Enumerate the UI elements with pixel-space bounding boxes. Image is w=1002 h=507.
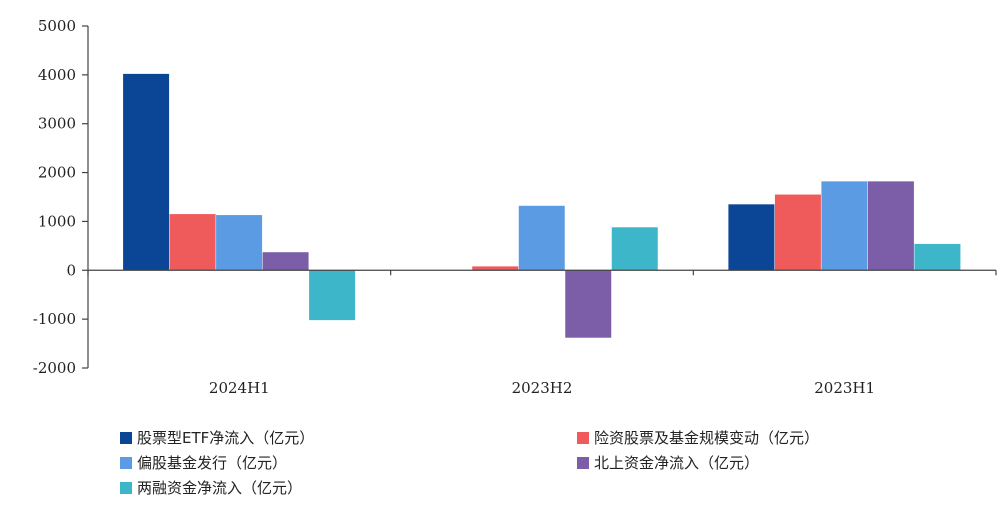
bar-2023H1-series-1 <box>728 204 775 271</box>
bar-2024H1-series-3 <box>216 215 263 271</box>
y-tick-label: -2000 <box>33 359 76 377</box>
bar-2023H2-series-5 <box>611 227 658 271</box>
y-tick-label: -1000 <box>33 310 76 328</box>
y-tick-label: 1000 <box>38 212 76 230</box>
bar-2024H1-series-1 <box>123 73 170 271</box>
bar-2024H1-series-5 <box>309 270 356 321</box>
y-axis: -2000 -1000 0 1000 2000 3000 4000 5000 <box>33 17 89 377</box>
bar-2023H1-series-2 <box>774 194 821 271</box>
bars <box>123 73 961 338</box>
bar-2023H2-series-4 <box>565 270 612 338</box>
bar-2023H2-series-2 <box>472 266 519 271</box>
bar-2023H1-series-5 <box>914 243 961 271</box>
x-category-label: 2024H1 <box>209 379 270 397</box>
bar-2023H2-series-3 <box>518 205 565 271</box>
y-tick-label: 2000 <box>38 164 76 182</box>
x-category-label: 2023H2 <box>512 379 573 397</box>
y-tick-label: 5000 <box>38 17 76 35</box>
bar-2024H1-series-4 <box>262 252 309 271</box>
y-tick-label: 4000 <box>38 66 76 84</box>
bar-2023H1-series-4 <box>867 181 914 271</box>
y-tick-label: 0 <box>66 261 76 279</box>
bar-2024H1-series-2 <box>169 214 216 271</box>
bar-2023H1-series-3 <box>821 181 868 271</box>
y-tick-label: 3000 <box>38 115 76 133</box>
x-axis: 2024H1 2023H2 2023H1 <box>87 269 997 397</box>
x-category-label: 2023H1 <box>814 379 875 397</box>
